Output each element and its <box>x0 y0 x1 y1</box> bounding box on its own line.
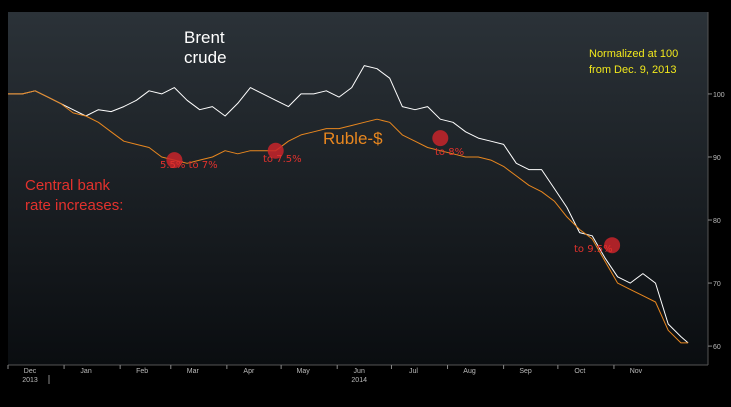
x-tick-label: May <box>297 368 311 375</box>
brent-label: Brent crude <box>184 28 227 68</box>
x-tick-label: Jun <box>354 368 365 375</box>
x-tick-label: Jan <box>80 368 91 375</box>
x-tick-label: Apr <box>243 368 255 375</box>
x-tick-label: Sep <box>519 368 532 375</box>
plot-background <box>8 12 708 365</box>
x-tick-label: Mar <box>187 368 200 375</box>
ruble-label: Ruble-$ <box>323 129 383 148</box>
series-line-ruble <box>8 90 689 344</box>
central-bank-label: Central bank rate increases: <box>25 176 123 216</box>
x-year-label: 2013 <box>22 377 38 384</box>
brent-label-line1: Brent <box>184 28 225 47</box>
x-tick-label: Nov <box>630 368 643 375</box>
central-bank-line1: Central bank <box>25 177 111 194</box>
y-tick-label: 70 <box>713 281 721 288</box>
x-tick-label: Aug <box>463 368 476 375</box>
normalized-note-line1: Normalized at 100 <box>589 48 679 60</box>
series-line-brent <box>8 65 689 344</box>
y-tick-label: 80 <box>713 218 721 225</box>
x-tick-label: Oct <box>574 368 585 375</box>
y-tick-label: 60 <box>713 344 721 351</box>
axis-ticks: 100 90 80 70 60 Dec Jan Feb Mar Apr May Jun Jul Aug Se… <box>7 92 725 384</box>
y-tick-label: 100 <box>713 92 725 99</box>
normalized-note-line2: from Dec. 9, 2013 <box>589 64 677 76</box>
x-tick-label: Jul <box>409 368 418 375</box>
series-lines <box>8 65 689 344</box>
rate-marker-2 <box>267 142 284 159</box>
x-tick-label: Feb <box>136 368 148 375</box>
annotation-rate-2: to 7.5% <box>263 154 302 165</box>
rate-marker-3 <box>432 130 449 147</box>
annotation-rate-3: to 8% <box>435 147 465 158</box>
annotation-rate-4: to 9.5% <box>574 244 613 255</box>
rate-marker-1 <box>166 152 183 169</box>
annotation-rate-1: 5.5% to 7% <box>160 160 218 171</box>
y-tick-label: 90 <box>713 155 721 162</box>
rate-marker-4 <box>604 237 621 254</box>
x-year-label: 2014 <box>351 377 367 384</box>
central-bank-line2: rate increases: <box>25 197 124 214</box>
x-tick-label: Dec <box>24 368 37 375</box>
normalized-note: Normalized at 100 from Dec. 9, 2013 <box>589 46 678 78</box>
rate-markers <box>166 130 621 254</box>
brent-label-line2: crude <box>184 48 227 67</box>
